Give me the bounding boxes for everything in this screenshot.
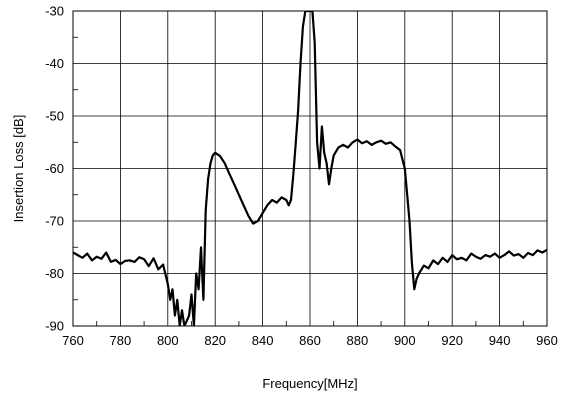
x-axis-title: Frequency[MHz] xyxy=(262,376,357,391)
x-tick-label: 860 xyxy=(299,333,321,348)
x-tick-label: 800 xyxy=(157,333,179,348)
x-tick-label: 880 xyxy=(347,333,369,348)
x-tick-label: 960 xyxy=(536,333,558,348)
plot-frame xyxy=(72,10,548,327)
series-line xyxy=(73,11,547,326)
x-tick-label: 820 xyxy=(204,333,226,348)
tick-labels: 760 780 800 820 840 860 880 900 920 940 960 -90 -80 -… xyxy=(45,4,558,349)
x-tick-label: 900 xyxy=(394,333,416,348)
x-tick-label: 840 xyxy=(252,333,274,348)
x-tick-label: 940 xyxy=(489,333,511,348)
x-tick-label: 760 xyxy=(62,333,84,348)
y-tick-label: -70 xyxy=(45,214,64,229)
y-tick-label: -80 xyxy=(45,266,64,281)
x-tick-label: 780 xyxy=(110,333,132,348)
y-tick-label: -50 xyxy=(45,109,64,124)
y-tick-label: -40 xyxy=(45,56,64,71)
series-layer xyxy=(73,11,547,326)
grid-lines xyxy=(72,10,548,327)
y-axis-title: Insertion Loss [dB] xyxy=(11,115,26,223)
y-tick-label: -90 xyxy=(45,319,64,334)
x-tick-label: 920 xyxy=(441,333,463,348)
y-tick-label: -60 xyxy=(45,161,64,176)
y-tick-label: -30 xyxy=(45,4,64,19)
